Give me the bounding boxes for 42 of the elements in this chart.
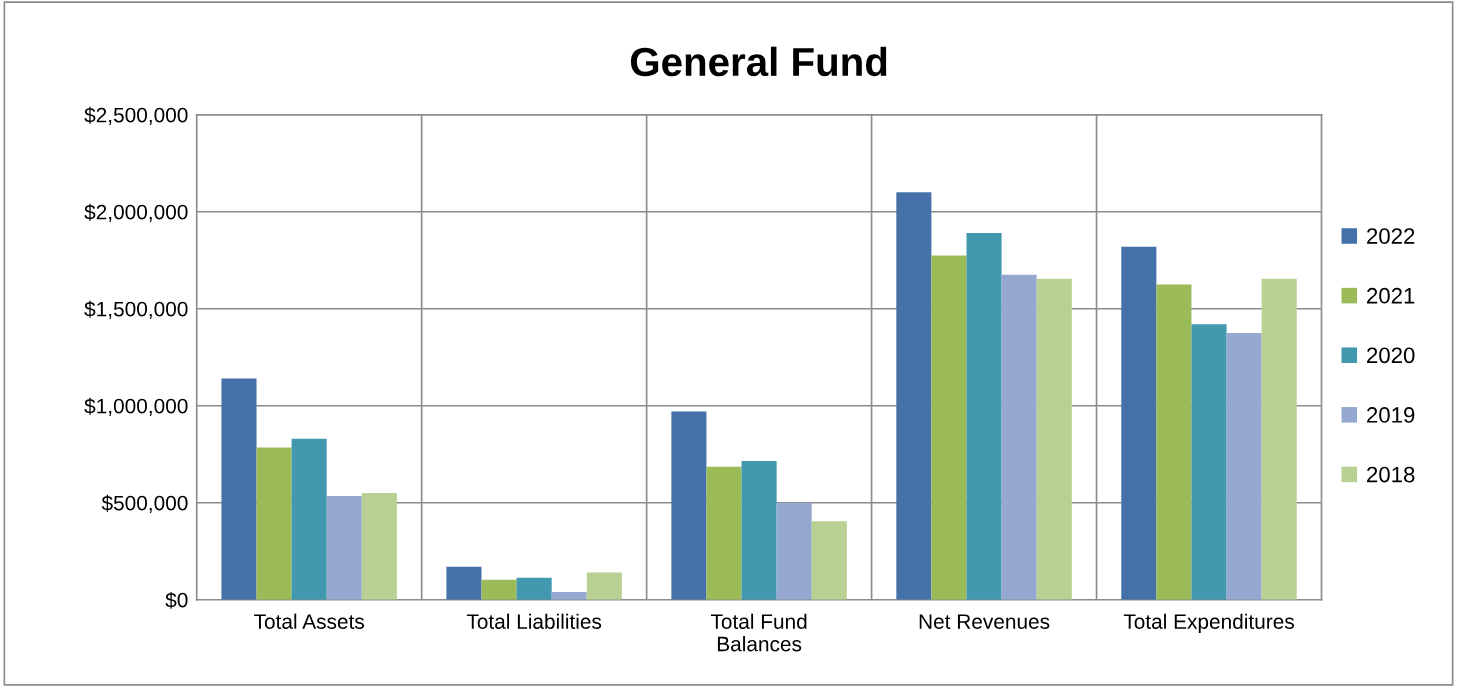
bar (741, 461, 777, 600)
bar (1036, 278, 1072, 600)
bar (896, 192, 932, 600)
bar (1261, 278, 1297, 600)
bar (446, 566, 482, 600)
bar (1191, 324, 1227, 600)
bar (256, 447, 292, 600)
y-tick-label: $1,000,000 (84, 397, 188, 416)
y-tick-label: $1,500,000 (84, 300, 188, 319)
y-tick-label: $500,000 (101, 494, 188, 513)
bar (481, 579, 517, 600)
x-tick-label: Total Fund Balances (710, 613, 807, 652)
bar (551, 591, 587, 600)
legend-label: 2019 (1367, 407, 1415, 423)
x-tick-label: Total Assets (254, 613, 365, 629)
x-tick-label: Total Liabilities (466, 613, 602, 629)
bar (966, 233, 1002, 600)
bar (1121, 246, 1157, 600)
bar (1156, 284, 1192, 600)
legend-label: 2020 (1367, 347, 1415, 364)
bar (776, 502, 812, 600)
legend-label: 2018 (1367, 466, 1415, 483)
bar (361, 493, 397, 600)
bar (706, 466, 742, 600)
y-tick-label: $2,000,000 (84, 203, 188, 222)
bar (811, 521, 847, 600)
legend-label: 2021 (1367, 287, 1415, 304)
bar (586, 572, 622, 600)
bar (1226, 332, 1262, 600)
x-tick-label: Net Revenues (919, 614, 1050, 629)
bar (291, 438, 327, 600)
y-tick-label: $0 (165, 591, 188, 609)
bar (671, 411, 707, 600)
chart-title: General Fund (630, 46, 887, 77)
bar (1001, 274, 1037, 600)
y-tick-label: $2,500,000 (84, 106, 188, 125)
bar (516, 577, 552, 600)
legend-label: 2022 (1367, 228, 1415, 244)
x-tick-label: Total Expenditures (1123, 613, 1294, 634)
bar (326, 495, 362, 600)
bar (221, 378, 257, 600)
bar (931, 255, 967, 600)
